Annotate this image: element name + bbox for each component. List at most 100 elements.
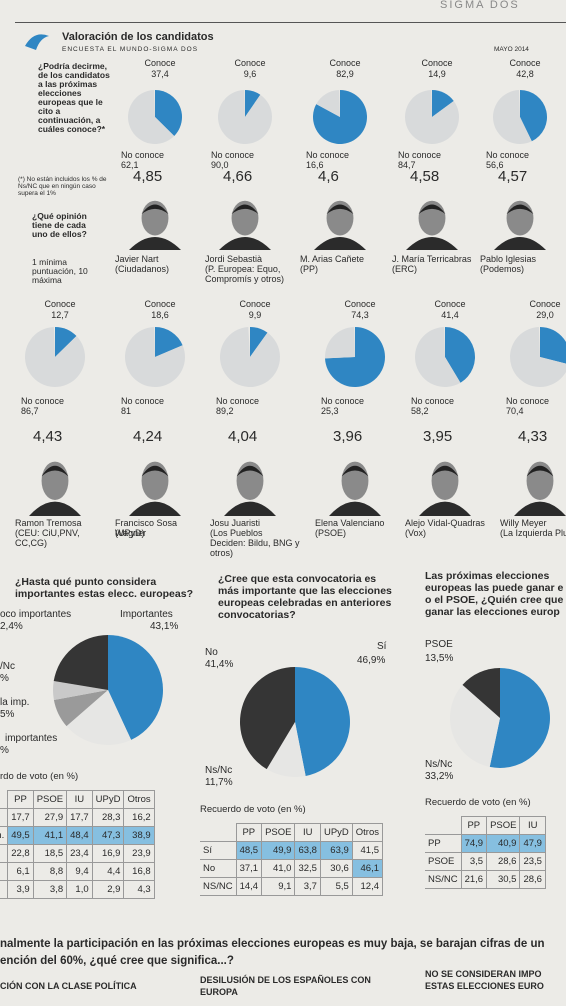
pie [325,327,385,387]
row-label: an. [0,826,9,845]
pie-slice [240,667,295,770]
photo [29,461,81,516]
footer-option: DESILUSIÓN DE LOS ESPAÑOLES CON EUROPA [200,975,371,997]
candidate-party: (Podemos) [480,264,525,274]
cell: 63,9 [319,841,353,860]
cell: 74,9 [460,834,488,853]
photo [224,461,276,516]
pie-slice [125,327,185,387]
cell: 48,5 [235,841,263,860]
pie [128,90,182,144]
conoce-label: Conoce [144,299,176,309]
no-conoce-value: 86,7 [21,406,39,416]
cell: 16,2 [123,808,155,827]
no-conoce-value: 89,2 [216,406,234,416]
conoce-value: 14,9 [428,69,446,79]
pie-slice [445,327,475,383]
vote-table: PP PSOE IU PP 74,9 40,9 47,9 PSOE 3,5 28,6 23,5 NS/… [425,816,546,889]
candidate-party: (Los Pueblos Deciden: Bildu, BNG y otros… [210,528,300,558]
score: 4,43 [33,428,63,445]
pie-slice [128,90,175,144]
cell: 17,7 [66,808,93,827]
cell: 23,9 [123,844,155,863]
cell: 28,3 [91,808,125,827]
row-label: p. [0,844,9,863]
pie-slice [220,327,280,387]
candidate-name: M. Arias Cañete [300,254,365,264]
cell: 4,4 [91,862,125,881]
no-conoce-label: No conoce [306,150,350,160]
shoulders [29,501,81,516]
score: 4,66 [223,168,253,185]
candidate-name: Willy Meyer [500,518,547,528]
column-header: PSOE [32,790,68,809]
slice-label: Importantes [120,609,173,620]
cell: 40,9 [486,834,521,853]
footer-option: CIÓN CON LA CLASE POLÍTICA [0,981,137,991]
slice-value: 41,4% [205,659,234,670]
pie-slice [510,327,566,387]
conoce-value: 9,6 [243,69,257,79]
photo [329,461,381,516]
pie [220,327,280,387]
no-conoce-label: No conoce [486,150,530,160]
no-conoce-label: No conoce [121,396,165,406]
photo [129,200,181,250]
shoulders [329,501,381,516]
score: 3,96 [333,428,363,445]
conoce-label: Conoce [421,58,453,68]
pie [415,327,475,387]
pie-slice [450,684,500,767]
pie [313,90,367,144]
cell: 21,6 [460,870,488,889]
conoce-value: 74,3 [351,310,369,320]
cell: 47,3 [91,826,125,845]
slice-value: 5% [0,709,15,720]
shoulders [494,236,546,250]
candidate-party: (UPyD) [115,528,145,538]
column-header: PP [460,816,488,835]
slice-label: Ns/Nc [425,759,453,770]
conoce-value: 9,9 [248,310,262,320]
table-title: rdo de voto (en %) [0,771,79,782]
no-conoce-value: 81 [121,406,132,416]
cell: 28,6 [519,870,546,889]
footer-question: nalmente la participación en las próxima… [0,938,545,967]
conoce-label: Conoce [344,299,376,309]
conoce-value: 12,7 [51,310,69,320]
cell: 23,4 [66,844,93,863]
cell: 49,9 [261,841,296,860]
cell: 41,1 [32,826,68,845]
conoce-value: 29,0 [536,310,554,320]
pie [53,635,163,745]
hair [326,204,354,215]
no-conoce-value: 16,6 [306,160,324,170]
score: 4,57 [498,168,528,185]
row-label: PSOE [425,852,462,871]
scale: 1 mínima puntuación, 10 máxima [32,257,88,285]
hair [141,204,169,215]
slice-label: PSOE [425,639,453,650]
vote-table: PPPSOEIUUPyDOtrosp.17,727,917,728,316,2a… [0,790,155,899]
no-conoce-value: 56,6 [486,160,504,170]
cell: 63,8 [294,841,321,860]
cell: 49,5 [7,826,34,845]
no-conoce-value: 58,2 [411,406,429,416]
cell: 27,9 [32,808,68,827]
cell: 12,4 [351,877,384,896]
pie [125,327,185,387]
cell: 16,8 [123,862,155,881]
column-header: IU [519,816,546,835]
score: 4,24 [133,428,163,445]
photo [514,461,566,516]
conoce-label: Conoce [509,58,541,68]
pie-slice [415,327,461,387]
row-label: p. [0,862,9,881]
cell: 28,6 [486,852,521,871]
cell: 41,0 [261,859,296,878]
pie [510,327,566,387]
hair [526,465,554,477]
question-text: ¿Hasta qué punto considera importantes e… [15,576,193,600]
slice-label: importantes [5,733,58,744]
candidate-party: (PSOE) [315,528,347,538]
